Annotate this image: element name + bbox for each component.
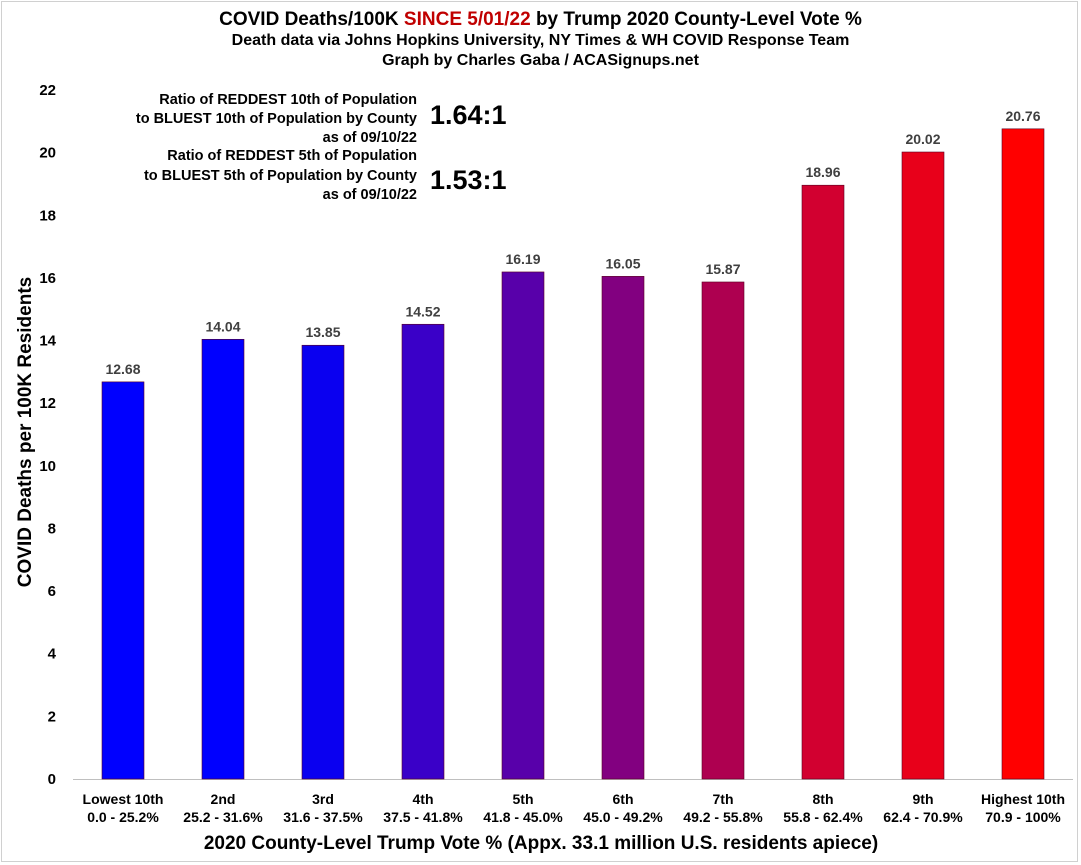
annotation-decile: Ratio of REDDEST 10th of Population to B… (136, 92, 507, 146)
y-tick-label: 12 (39, 395, 56, 412)
category-range-label: 0.0 - 25.2% (87, 809, 159, 825)
bar (501, 271, 545, 780)
annotation-quintile-ratio: 1.53:1 (430, 165, 507, 195)
y-tick-label: 10 (39, 458, 56, 475)
title-suffix: by Trump 2020 County-Level Vote % (530, 9, 862, 30)
category-range-label: 25.2 - 31.6% (183, 809, 263, 825)
value-label: 15.87 (705, 261, 740, 277)
y-tick-label: 2 (48, 708, 56, 725)
category-range-label: 49.2 - 55.8% (683, 809, 763, 825)
value-label: 13.85 (305, 324, 340, 340)
annotation-decile-line-2: to BLUEST 10th of Population by County (136, 111, 417, 127)
value-label: 14.52 (405, 303, 440, 319)
category-label: Highest 10th (981, 791, 1065, 807)
y-tick-label: 22 (39, 82, 56, 99)
y-tick-label: 14 (39, 333, 56, 350)
annotation-quintile-line-3: as of 09/10/22 (323, 187, 417, 203)
category-label: 9th (913, 791, 934, 807)
y-tick-label: 6 (48, 583, 56, 600)
value-label: 18.96 (805, 164, 840, 180)
title-highlight: SINCE 5/01/22 (403, 9, 531, 30)
annotation-decile-ratio: 1.64:1 (430, 100, 507, 130)
bar (1001, 128, 1045, 780)
y-tick-label: 0 (48, 771, 56, 788)
bar (601, 276, 645, 780)
category-range-label: 37.5 - 41.8% (383, 809, 463, 825)
bar (901, 151, 945, 780)
y-axis-ticks: 0 2 4 6 8 10 12 14 16 18 20 22 (39, 82, 56, 788)
chart-title: COVID Deaths/100K SINCE 5/01/22 by Trump… (0, 8, 1081, 31)
category-range-label: 55.8 - 62.4% (783, 809, 863, 825)
bar (701, 281, 745, 780)
chart-subtitle-author: Graph by Charles Gaba / ACASignups.net (382, 52, 699, 69)
category-label: 8th (813, 791, 834, 807)
bar (101, 381, 145, 780)
y-tick-label: 4 (48, 646, 57, 663)
bar (301, 344, 345, 780)
bar (201, 338, 245, 780)
bar (401, 323, 445, 780)
annotation-decile-line-3: as of 09/10/22 (323, 130, 417, 146)
y-tick-label: 18 (39, 207, 56, 224)
y-tick-label: 16 (39, 270, 56, 287)
value-label: 20.76 (1005, 108, 1040, 124)
category-label: 4th (413, 791, 434, 807)
value-label: 20.02 (905, 131, 940, 147)
category-label: 2nd (211, 791, 236, 807)
bar (801, 184, 845, 780)
y-tick-label: 20 (39, 145, 56, 162)
chart-titles: COVID Deaths/100K SINCE 5/01/22 by Trump… (0, 8, 1081, 71)
value-label: 16.05 (605, 255, 640, 271)
category-label: 7th (713, 791, 734, 807)
category-range-label: 45.0 - 49.2% (583, 809, 663, 825)
category-labels: Lowest 10th 0.0 - 25.2% 2nd 25.2 - 31.6% 3rd… (83, 791, 1065, 825)
chart-subtitle-source: Death data via Johns Hopkins University,… (231, 32, 850, 49)
category-range-label: 70.9 - 100% (985, 809, 1061, 825)
annotation-quintile: Ratio of REDDEST 5th of Population to BL… (144, 148, 507, 203)
category-range-label: 41.8 - 45.0% (483, 809, 563, 825)
category-label: 5th (513, 791, 534, 807)
y-axis-title: COVID Deaths per 100K Residents (15, 277, 36, 587)
title-prefix: COVID Deaths/100K (219, 9, 404, 30)
value-labels: 12.68 14.04 13.85 14.52 16.19 16.05 15.87 18.96… (105, 108, 1040, 377)
annotation-quintile-line-1: Ratio of REDDEST 5th of Population (167, 148, 417, 164)
category-label: Lowest 10th (83, 791, 164, 807)
bars (101, 128, 1045, 780)
category-label: 3rd (312, 791, 334, 807)
y-tick-label: 8 (48, 520, 56, 537)
value-label: 14.04 (205, 318, 240, 334)
category-range-label: 62.4 - 70.9% (883, 809, 963, 825)
annotation-quintile-line-2: to BLUEST 5th of Population by County (144, 168, 417, 184)
x-axis-title: 2020 County-Level Trump Vote % (Appx. 33… (204, 833, 878, 854)
value-label: 12.68 (105, 361, 140, 377)
category-label: 6th (613, 791, 634, 807)
value-label: 16.19 (505, 251, 540, 267)
category-range-label: 31.6 - 37.5% (283, 809, 363, 825)
annotation-decile-line-1: Ratio of REDDEST 10th of Population (159, 92, 417, 108)
